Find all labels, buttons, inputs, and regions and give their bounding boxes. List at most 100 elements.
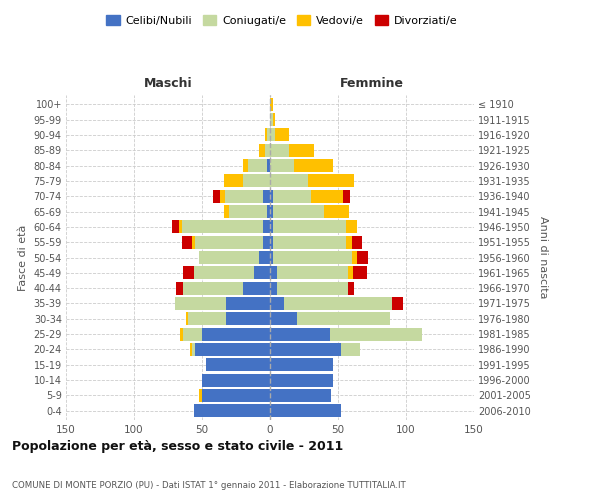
Bar [243, 174, 270, 188]
Bar [330, 328, 422, 340]
Bar [202, 374, 270, 386]
Bar [224, 205, 229, 218]
Bar [259, 251, 270, 264]
Bar [270, 98, 273, 110]
Bar [180, 328, 183, 340]
Bar [183, 266, 194, 280]
Bar [195, 343, 270, 356]
Bar [270, 358, 332, 372]
Bar [267, 128, 270, 141]
Bar [202, 328, 270, 340]
Bar [182, 236, 193, 248]
Bar [225, 190, 263, 202]
Bar [273, 236, 346, 248]
Bar [202, 389, 270, 402]
Bar [229, 205, 267, 218]
Bar [347, 266, 353, 280]
Bar [263, 236, 270, 248]
Bar [172, 220, 179, 234]
Bar [270, 374, 332, 386]
Y-axis label: Fasce di età: Fasce di età [18, 224, 28, 290]
Bar [182, 220, 263, 234]
Bar [343, 190, 350, 202]
Bar [195, 236, 263, 248]
Bar [308, 174, 355, 188]
Bar [194, 404, 270, 417]
Bar [183, 282, 243, 294]
Bar [289, 144, 314, 156]
Bar [277, 266, 347, 280]
Bar [270, 128, 275, 141]
Bar [270, 282, 277, 294]
Bar [270, 297, 284, 310]
Bar [357, 251, 368, 264]
Bar [273, 205, 325, 218]
Bar [270, 113, 273, 126]
Bar [263, 220, 270, 234]
Bar [277, 282, 347, 294]
Bar [270, 159, 295, 172]
Bar [270, 205, 273, 218]
Bar [226, 312, 270, 326]
Bar [270, 404, 341, 417]
Bar [199, 251, 259, 264]
Legend: Celibi/Nubili, Coniugati/e, Vedovi/e, Divorziati/e: Celibi/Nubili, Coniugati/e, Vedovi/e, Di… [102, 10, 462, 30]
Bar [270, 190, 273, 202]
Bar [259, 144, 265, 156]
Bar [346, 220, 357, 234]
Bar [341, 343, 360, 356]
Bar [176, 282, 183, 294]
Bar [275, 128, 289, 141]
Bar [243, 282, 270, 294]
Bar [190, 343, 193, 356]
Bar [183, 328, 202, 340]
Bar [265, 144, 270, 156]
Bar [270, 144, 289, 156]
Bar [270, 389, 331, 402]
Bar [224, 174, 243, 188]
Bar [270, 312, 297, 326]
Text: COMUNE DI MONTE PORZIO (PU) - Dati ISTAT 1° gennaio 2011 - Elaborazione TUTTITAL: COMUNE DI MONTE PORZIO (PU) - Dati ISTAT… [12, 480, 406, 490]
Bar [213, 190, 220, 202]
Bar [265, 128, 267, 141]
Bar [297, 312, 389, 326]
Bar [270, 251, 273, 264]
Bar [206, 358, 270, 372]
Bar [226, 297, 270, 310]
Bar [347, 282, 355, 294]
Bar [273, 113, 275, 126]
Text: Femmine: Femmine [340, 78, 404, 90]
Bar [254, 266, 270, 280]
Bar [248, 159, 267, 172]
Bar [273, 190, 311, 202]
Bar [220, 190, 225, 202]
Bar [270, 266, 277, 280]
Bar [263, 190, 270, 202]
Bar [193, 236, 195, 248]
Text: Maschi: Maschi [143, 78, 193, 90]
Bar [352, 251, 357, 264]
Bar [175, 297, 226, 310]
Bar [353, 266, 367, 280]
Bar [267, 159, 270, 172]
Bar [194, 266, 254, 280]
Bar [185, 312, 188, 326]
Bar [270, 220, 273, 234]
Bar [270, 343, 341, 356]
Y-axis label: Anni di nascita: Anni di nascita [538, 216, 548, 298]
Bar [199, 389, 202, 402]
Bar [311, 190, 343, 202]
Bar [295, 159, 332, 172]
Bar [188, 312, 226, 326]
Bar [267, 205, 270, 218]
Bar [352, 236, 362, 248]
Bar [243, 159, 248, 172]
Bar [193, 343, 195, 356]
Bar [270, 328, 330, 340]
Text: Popolazione per età, sesso e stato civile - 2011: Popolazione per età, sesso e stato civil… [12, 440, 343, 453]
Bar [270, 174, 308, 188]
Bar [270, 236, 273, 248]
Bar [273, 251, 352, 264]
Bar [392, 297, 403, 310]
Bar [325, 205, 349, 218]
